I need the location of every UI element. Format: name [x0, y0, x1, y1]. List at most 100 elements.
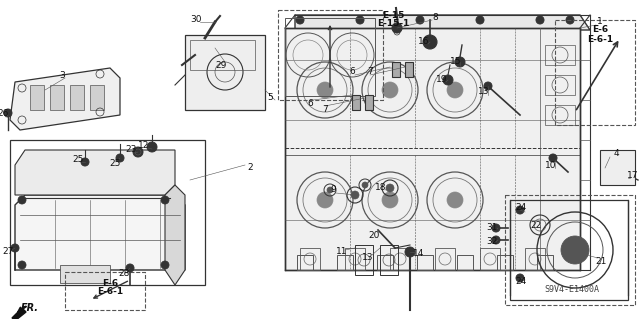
Circle shape — [362, 182, 368, 188]
Polygon shape — [15, 195, 185, 270]
Bar — [50, 85, 64, 110]
Circle shape — [625, 171, 633, 179]
Text: E-15-1: E-15-1 — [377, 19, 409, 27]
Bar — [355, 245, 373, 275]
Text: 6: 6 — [349, 68, 355, 77]
Text: 5: 5 — [267, 93, 273, 102]
Polygon shape — [295, 15, 590, 30]
Circle shape — [147, 142, 157, 152]
Polygon shape — [10, 68, 120, 130]
Text: 6: 6 — [307, 99, 313, 108]
Bar — [497, 255, 513, 270]
Circle shape — [443, 75, 453, 85]
Circle shape — [561, 236, 589, 264]
Circle shape — [356, 16, 364, 24]
Circle shape — [492, 236, 500, 244]
Text: 24: 24 — [515, 204, 527, 212]
Circle shape — [455, 57, 465, 67]
Polygon shape — [12, 308, 26, 319]
Text: 28: 28 — [118, 269, 130, 278]
Circle shape — [516, 206, 524, 214]
Circle shape — [447, 82, 463, 98]
Bar — [30, 85, 44, 110]
Bar — [392, 62, 400, 77]
Circle shape — [133, 147, 143, 157]
Bar — [365, 95, 373, 110]
Bar — [545, 105, 575, 125]
Text: 7: 7 — [322, 105, 328, 114]
Circle shape — [317, 82, 333, 98]
Text: 29: 29 — [215, 61, 227, 70]
Circle shape — [4, 109, 12, 117]
Bar — [405, 62, 413, 77]
Text: 20: 20 — [368, 231, 380, 240]
Bar — [510, 200, 628, 300]
Bar — [545, 45, 575, 65]
Bar — [10, 140, 205, 285]
Circle shape — [386, 184, 394, 192]
Circle shape — [536, 16, 544, 24]
Bar — [345, 248, 365, 270]
Text: 27: 27 — [3, 248, 13, 256]
Text: FR.: FR. — [21, 303, 39, 313]
Bar — [417, 255, 433, 270]
Bar — [60, 265, 110, 283]
Circle shape — [405, 247, 415, 257]
Circle shape — [382, 82, 398, 98]
Text: 23: 23 — [125, 145, 137, 154]
Text: S9V4-E1400A: S9V4-E1400A — [545, 286, 600, 294]
Text: 4: 4 — [613, 149, 619, 158]
Circle shape — [18, 261, 26, 269]
Text: 25: 25 — [72, 154, 84, 164]
Bar — [435, 248, 455, 270]
Text: 8: 8 — [432, 12, 438, 21]
Circle shape — [476, 16, 484, 24]
Circle shape — [351, 191, 359, 199]
Polygon shape — [15, 150, 175, 195]
Bar — [457, 255, 473, 270]
Text: 25: 25 — [109, 159, 121, 167]
Bar — [185, 35, 265, 110]
Bar — [337, 255, 353, 270]
Text: 16: 16 — [419, 38, 429, 47]
Circle shape — [126, 264, 134, 272]
Circle shape — [327, 187, 333, 193]
Bar — [300, 248, 320, 270]
Bar — [525, 248, 545, 270]
Text: 21: 21 — [595, 256, 607, 265]
Circle shape — [382, 192, 398, 208]
Text: 9: 9 — [330, 186, 336, 195]
Circle shape — [492, 224, 500, 232]
Bar — [90, 85, 104, 110]
Text: 32: 32 — [486, 238, 498, 247]
Text: 13: 13 — [478, 87, 490, 97]
Bar — [377, 255, 393, 270]
Circle shape — [549, 154, 557, 162]
Bar — [190, 40, 255, 70]
Text: 12: 12 — [138, 140, 150, 150]
Circle shape — [447, 192, 463, 208]
Circle shape — [81, 158, 89, 166]
Bar — [480, 248, 500, 270]
Text: E-15: E-15 — [382, 11, 404, 19]
Polygon shape — [165, 185, 185, 285]
Text: 19: 19 — [436, 75, 448, 84]
Text: 31: 31 — [486, 222, 498, 232]
Bar — [352, 95, 360, 110]
Text: 1: 1 — [597, 18, 603, 26]
Text: E-6-1: E-6-1 — [97, 287, 123, 296]
Text: 2: 2 — [247, 164, 253, 173]
Circle shape — [423, 35, 437, 49]
Text: 30: 30 — [190, 16, 202, 25]
Text: 3: 3 — [59, 70, 65, 79]
Bar — [505, 195, 635, 305]
Text: 26: 26 — [0, 109, 9, 118]
Circle shape — [516, 274, 524, 282]
Polygon shape — [285, 28, 580, 270]
Bar — [380, 245, 398, 275]
Bar — [278, 10, 383, 100]
Bar — [555, 20, 635, 125]
Bar — [537, 255, 553, 270]
Circle shape — [116, 154, 124, 162]
Text: E-6: E-6 — [592, 26, 608, 34]
